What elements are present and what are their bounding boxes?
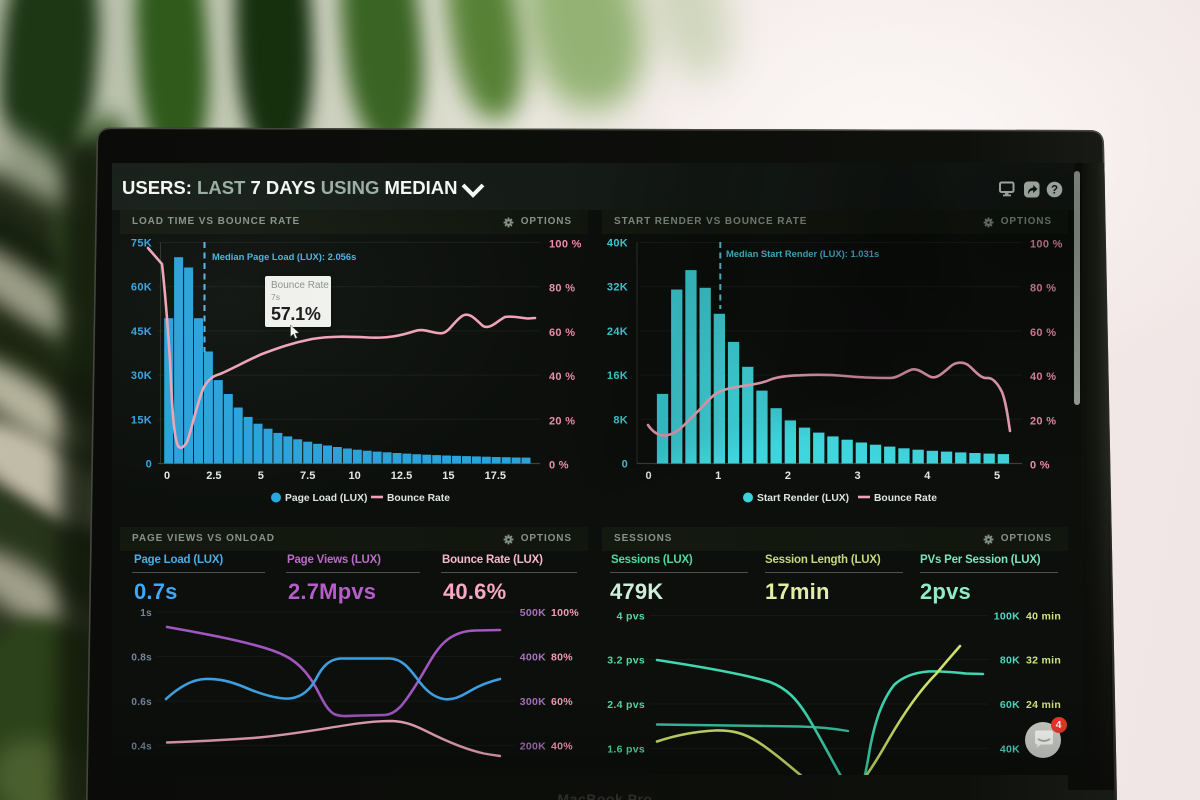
svg-text:30K: 30K [131, 370, 152, 382]
svg-text:7.5: 7.5 [300, 470, 315, 482]
svg-text:100 %: 100 % [549, 239, 582, 251]
svg-text:80K: 80K [1000, 655, 1020, 667]
svg-text:1: 1 [715, 470, 721, 482]
svg-text:75K: 75K [131, 238, 152, 250]
svg-text:400K: 400K [520, 652, 546, 664]
svg-text:20 %: 20 % [549, 415, 575, 427]
svg-text:60 %: 60 % [1030, 327, 1056, 339]
svg-text:0.6s: 0.6s [131, 697, 152, 708]
svg-text:0.8s: 0.8s [131, 653, 152, 664]
svg-text:40 %: 40 % [549, 371, 575, 383]
svg-text:60K: 60K [1000, 699, 1020, 711]
svg-text:1.6 pvs: 1.6 pvs [607, 744, 645, 756]
svg-text:Page Load (LUX): Page Load (LUX) [285, 493, 367, 504]
svg-text:32 min: 32 min [1026, 655, 1061, 667]
svg-text:100 %: 100 % [1030, 239, 1063, 251]
svg-text:40K: 40K [607, 238, 628, 250]
svg-text:80 %: 80 % [549, 283, 575, 295]
svg-text:40K: 40K [1000, 744, 1020, 756]
svg-text:10: 10 [348, 470, 360, 482]
svg-text:16K: 16K [607, 370, 628, 382]
svg-text:60K: 60K [131, 282, 152, 294]
svg-text:80 %: 80 % [1030, 283, 1056, 295]
svg-text:24K: 24K [607, 326, 628, 338]
svg-text:80%: 80% [551, 652, 573, 664]
svg-text:0.4s: 0.4s [131, 742, 152, 753]
svg-text:60%: 60% [551, 696, 573, 708]
svg-text:0 %: 0 % [1030, 460, 1050, 472]
svg-text:0: 0 [164, 470, 170, 482]
svg-text:40%: 40% [551, 741, 573, 753]
svg-text:0: 0 [645, 470, 651, 482]
svg-text:4 pvs: 4 pvs [617, 611, 645, 623]
svg-text:3: 3 [855, 470, 861, 482]
svg-text:20 %: 20 % [1030, 415, 1056, 427]
svg-text:40 min: 40 min [1026, 611, 1061, 623]
svg-text:500K: 500K [520, 607, 546, 619]
svg-text:300K: 300K [520, 696, 546, 708]
svg-text:Median Page Load (LUX): 2.056s: Median Page Load (LUX): 2.056s [212, 251, 356, 262]
svg-text:Bounce Rate: Bounce Rate [387, 493, 450, 504]
svg-text:0: 0 [146, 459, 152, 471]
svg-text:Bounce Rate: Bounce Rate [874, 493, 937, 504]
svg-text:24 min: 24 min [1026, 699, 1061, 711]
svg-text:Start Render (LUX): Start Render (LUX) [757, 493, 849, 504]
svg-text:8K: 8K [613, 414, 628, 426]
svg-text:1s: 1s [140, 608, 152, 619]
svg-text:45K: 45K [131, 326, 152, 338]
svg-text:5: 5 [994, 470, 1000, 482]
svg-text:100%: 100% [551, 607, 579, 619]
svg-text:17.5: 17.5 [485, 470, 506, 482]
svg-text:2: 2 [785, 470, 791, 482]
svg-text:12.5: 12.5 [391, 470, 412, 482]
svg-text:15K: 15K [131, 414, 152, 426]
svg-text:200K: 200K [520, 741, 546, 753]
svg-text:2.4 pvs: 2.4 pvs [607, 699, 645, 711]
svg-text:4: 4 [924, 470, 931, 482]
svg-text:2.5: 2.5 [206, 470, 221, 482]
svg-text:15: 15 [442, 470, 454, 482]
svg-text:Median Start Render (LUX): 1.0: Median Start Render (LUX): 1.031s [726, 248, 879, 259]
svg-text:60 %: 60 % [549, 327, 575, 339]
svg-text:32K: 32K [607, 282, 628, 294]
svg-text:100K: 100K [994, 611, 1020, 623]
svg-text:0 %: 0 % [549, 460, 569, 472]
svg-text:5: 5 [258, 470, 264, 482]
svg-text:40 %: 40 % [1030, 371, 1056, 383]
svg-text:0: 0 [622, 459, 628, 471]
svg-text:3.2 pvs: 3.2 pvs [607, 655, 645, 667]
svg-text:?: ? [1051, 185, 1058, 197]
